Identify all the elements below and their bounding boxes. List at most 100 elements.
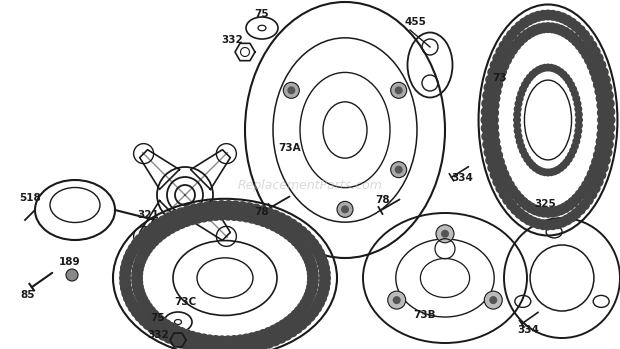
Circle shape [567, 81, 575, 89]
Circle shape [257, 215, 270, 227]
Circle shape [198, 210, 210, 223]
Circle shape [263, 337, 275, 349]
Circle shape [557, 217, 568, 228]
Circle shape [133, 285, 145, 297]
Circle shape [304, 234, 316, 246]
Circle shape [234, 334, 246, 347]
Circle shape [604, 106, 615, 117]
Circle shape [523, 214, 534, 225]
Circle shape [534, 23, 545, 34]
Circle shape [590, 183, 601, 194]
Circle shape [290, 235, 302, 247]
Circle shape [391, 162, 407, 178]
Circle shape [487, 67, 498, 78]
Circle shape [147, 322, 159, 334]
Circle shape [544, 169, 552, 177]
Circle shape [591, 156, 602, 168]
Circle shape [521, 81, 529, 89]
Circle shape [564, 29, 574, 40]
Text: 334: 334 [451, 173, 473, 183]
Circle shape [513, 111, 521, 119]
Circle shape [526, 202, 537, 213]
Circle shape [567, 197, 578, 208]
Circle shape [318, 262, 330, 274]
Circle shape [151, 313, 164, 325]
Circle shape [229, 200, 241, 213]
Circle shape [485, 74, 496, 85]
Circle shape [148, 309, 160, 321]
Circle shape [257, 329, 270, 341]
Circle shape [291, 322, 303, 334]
Circle shape [223, 200, 234, 212]
Circle shape [578, 44, 589, 55]
Circle shape [562, 214, 573, 225]
Circle shape [575, 189, 585, 200]
Circle shape [554, 66, 562, 74]
Circle shape [210, 209, 222, 221]
Text: 78: 78 [376, 195, 391, 205]
Circle shape [156, 316, 167, 328]
Circle shape [180, 329, 192, 341]
Circle shape [294, 238, 306, 251]
Circle shape [131, 238, 143, 250]
Circle shape [286, 218, 298, 230]
Circle shape [495, 183, 507, 194]
Circle shape [538, 65, 546, 73]
Circle shape [192, 212, 204, 224]
Circle shape [534, 166, 542, 174]
Circle shape [523, 15, 534, 25]
Circle shape [559, 162, 567, 170]
Circle shape [519, 147, 527, 155]
Text: 73B: 73B [414, 310, 436, 320]
Circle shape [482, 139, 494, 150]
Circle shape [269, 210, 281, 222]
Circle shape [484, 147, 495, 158]
Circle shape [600, 155, 611, 166]
Circle shape [506, 30, 517, 40]
Circle shape [128, 301, 140, 313]
Text: 78: 78 [255, 207, 269, 217]
Circle shape [307, 276, 319, 288]
Circle shape [517, 142, 525, 150]
Circle shape [388, 291, 405, 309]
Circle shape [121, 287, 133, 299]
Circle shape [319, 277, 330, 289]
Circle shape [528, 217, 539, 228]
Circle shape [498, 189, 510, 200]
Circle shape [216, 344, 228, 349]
Circle shape [195, 342, 207, 349]
Circle shape [538, 219, 549, 230]
Circle shape [552, 218, 563, 229]
Circle shape [600, 74, 611, 85]
Circle shape [252, 213, 264, 225]
Circle shape [291, 222, 303, 234]
Circle shape [584, 174, 595, 186]
Text: 75: 75 [255, 9, 269, 19]
Circle shape [601, 82, 613, 93]
Circle shape [575, 121, 583, 129]
Text: 332: 332 [147, 330, 169, 340]
Circle shape [490, 86, 502, 97]
Circle shape [308, 238, 319, 250]
Circle shape [144, 306, 156, 318]
Circle shape [66, 269, 78, 281]
Circle shape [552, 11, 563, 22]
Circle shape [570, 21, 582, 32]
Circle shape [547, 22, 558, 34]
Circle shape [125, 297, 137, 309]
Circle shape [297, 302, 309, 314]
Circle shape [131, 306, 143, 318]
Circle shape [257, 205, 268, 217]
Circle shape [250, 203, 262, 216]
Circle shape [268, 220, 280, 231]
Circle shape [565, 155, 573, 163]
Circle shape [163, 212, 175, 224]
Circle shape [275, 212, 287, 224]
Circle shape [534, 206, 545, 217]
Circle shape [529, 205, 541, 215]
Circle shape [510, 40, 521, 51]
Circle shape [590, 46, 601, 57]
Circle shape [596, 93, 606, 104]
Circle shape [564, 200, 574, 211]
Circle shape [123, 252, 135, 264]
